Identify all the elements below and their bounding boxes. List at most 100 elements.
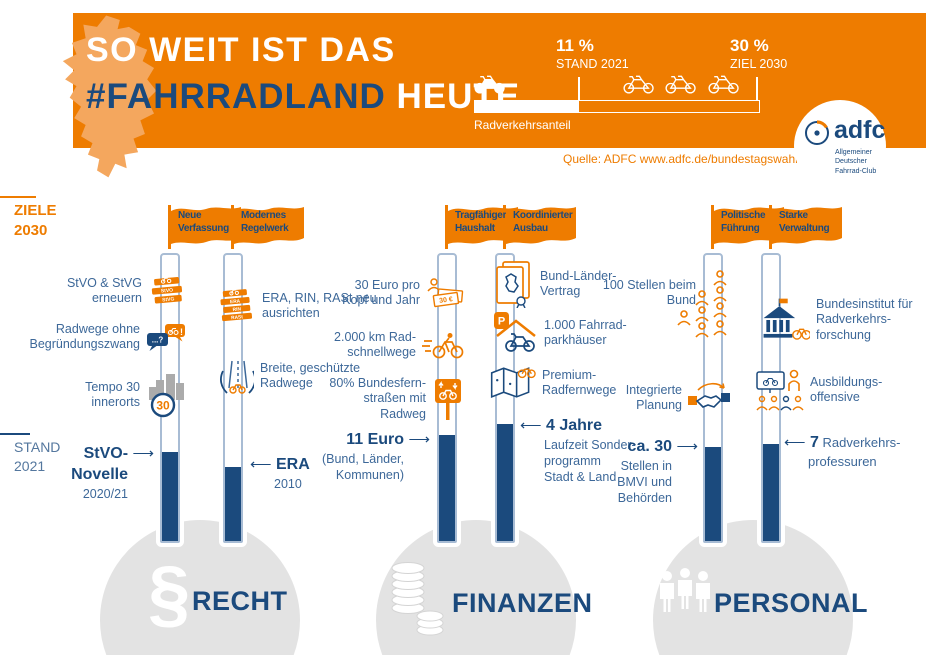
milestone-11-euro: 11 Euro ⟶ (Bund, Länder, Kommunen) xyxy=(321,431,430,483)
progress-bar-fill xyxy=(475,101,580,112)
scale-stand-label: STAND 2021 xyxy=(14,439,61,474)
svg-text:30 €: 30 € xyxy=(439,296,454,305)
milestone-era-2010: ⟵ ERA 2010 xyxy=(250,456,310,491)
header-banner xyxy=(73,13,926,148)
progress-current-value: 11 % xyxy=(556,36,594,55)
svg-text:...?: ...? xyxy=(152,335,164,344)
thermometer-modernes-regelwerk xyxy=(223,253,243,543)
progress-tick-goal xyxy=(756,77,758,100)
goal-stvo-stvg: StVO & StVG erneuern StVO StVG xyxy=(48,276,186,307)
progress-current-label: STAND 2021 xyxy=(556,56,629,71)
flagpole xyxy=(168,205,171,255)
goal-era-rin-rast: ERA RIN RASt ERA, RIN, RASt neu ausricht… xyxy=(216,288,382,324)
page-title-line2: #FAHRRADLAND HEUTE xyxy=(86,77,520,117)
milestone-7-professuren: ⟵ 7 Radverkehrs- professuren xyxy=(784,434,901,469)
training-presentation-icon xyxy=(756,369,804,411)
bike-icon-outline xyxy=(708,75,739,94)
scale-ziele-label: ZIELE 2030 xyxy=(14,202,57,240)
paragraph-icon: § xyxy=(148,551,191,636)
ziele-rule xyxy=(0,196,36,198)
svg-text:StVO: StVO xyxy=(161,288,174,295)
thermometer-fill xyxy=(439,435,455,541)
bike-icon-outline xyxy=(623,75,654,94)
progress-bar xyxy=(474,100,760,113)
bike-road-sign-icon xyxy=(435,378,461,420)
adfc-subtitle: Allgemeiner Deutscher Fahrrad-Club xyxy=(835,149,877,175)
source-line: Quelle: ADFC www.adfc.de/bundestagswahl2… xyxy=(563,152,825,166)
arrow-left-icon: ⟵ xyxy=(520,417,542,434)
title-hashtag: #FAHRRADLAND xyxy=(86,77,386,116)
germany-map-shape xyxy=(62,15,157,178)
goal-geschuetzte-radwege: Breite, geschützte Radwege xyxy=(218,356,370,396)
adfc-brand-text: adfc xyxy=(834,116,886,144)
handshake-icon xyxy=(688,382,730,408)
flag-neue-verfassung: Neue Verfassung xyxy=(171,204,241,248)
flag-modernes-regelwerk: Modernes Regelwerk xyxy=(234,204,304,248)
goal-tempo30: Tempo 30 innerorts 30 xyxy=(52,372,186,418)
svg-text:30: 30 xyxy=(156,399,170,413)
flag-shape xyxy=(171,207,241,244)
contract-document-icon xyxy=(496,261,530,308)
coins-icon xyxy=(391,562,444,636)
milestone-stvo-novelle: StVO- ⟶ Novelle 2020/21 xyxy=(71,445,154,501)
goal-100-stellen: 100 Stellen beim Bund xyxy=(602,278,696,308)
flag-koordinierter-ausbau: Koordinierter Ausbau xyxy=(506,204,576,248)
arrow-right-icon: ⟶ xyxy=(132,445,154,462)
adfc-wheel-icon xyxy=(805,120,829,145)
page-title-line1: SO WEIT IST DAS xyxy=(86,31,396,69)
milestone-4-jahre: ⟵ 4 Jahre Laufzeit Sonder- programm Stad… xyxy=(520,417,636,485)
tempo-30-icon: 30 xyxy=(149,374,184,418)
progress-goal: 30 % ZIEL 2030 xyxy=(730,36,787,72)
svg-text:P: P xyxy=(498,316,505,328)
flag-shape xyxy=(448,207,518,244)
arrow-left-icon: ⟵ xyxy=(784,434,806,451)
bike-icon-outline xyxy=(665,75,696,94)
goal-30-euro: 30 Euro pro Kopf und Jahr 30 € xyxy=(326,277,464,309)
flag-starke-verwaltung: Starke Verwaltung xyxy=(772,204,842,248)
progress-current: 11 % STAND 2021 xyxy=(556,36,629,72)
bike-icon-filled xyxy=(474,75,505,94)
money-notes-icon: 30 € xyxy=(427,278,464,308)
goal-integrierte-planung: Integrierte Planung xyxy=(602,380,730,416)
thermometer-fill xyxy=(225,466,241,541)
goal-radwege: Radwege ohne Begründungszwang ! ...? xyxy=(28,322,186,353)
progress-goal-value: 30 % xyxy=(730,36,769,55)
thermometer-fill xyxy=(705,446,721,541)
svg-text:StVG: StVG xyxy=(162,297,175,304)
stand-rule xyxy=(0,433,30,435)
flag-shape xyxy=(714,207,784,244)
staff-group-icon xyxy=(677,270,727,338)
law-books-icon: StVO StVG xyxy=(151,277,183,304)
flag-tragfaehiger-haushalt: Tragfähiger Haushalt xyxy=(448,204,518,248)
thermometer-fill xyxy=(497,423,513,541)
goal-radschnellwege: 2.000 km Rad-schnellwege xyxy=(330,330,464,361)
svg-text:RIN: RIN xyxy=(232,306,241,313)
speech-bubbles-icon: ! ...? xyxy=(147,323,185,351)
people-icon xyxy=(660,568,710,612)
svg-text:ERA: ERA xyxy=(230,298,241,305)
section-title-personal: PERSONAL xyxy=(714,588,869,618)
svg-text:!: ! xyxy=(180,327,183,337)
goal-bund-laender-vertrag: Bund-Länder-Vertrag xyxy=(492,260,650,308)
bike-parking-icon: P xyxy=(494,312,536,352)
flag-shape xyxy=(506,207,576,244)
section-title-recht: RECHT xyxy=(192,586,288,616)
flag-politische-fuehrung: Politische Führung xyxy=(714,204,784,248)
goal-premium-radfernwege: Premium-Radfernwege xyxy=(488,364,650,402)
flagpole xyxy=(445,205,448,255)
thermometer-fill xyxy=(763,443,779,541)
goal-bundesinstitut: Bundesinstitut für Radverkehrs-forschung xyxy=(758,296,926,344)
law-books-icon: ERA RIN RASt xyxy=(220,289,253,321)
flagpole xyxy=(711,205,714,255)
flag-shape xyxy=(234,207,304,244)
thermometer-fill xyxy=(162,452,178,541)
progress-axis-label: Radverkehrsanteil xyxy=(474,118,571,132)
arrow-right-icon: ⟶ xyxy=(676,438,698,455)
fast-cyclist-icon xyxy=(422,333,464,359)
arrow-left-icon: ⟵ xyxy=(250,456,272,473)
progress-tick-current xyxy=(578,77,580,100)
arrow-right-icon: ⟶ xyxy=(408,431,430,448)
section-title-finanzen: FINANZEN xyxy=(452,588,593,618)
goal-ausbildungsoffensive: Ausbildungs-offensive xyxy=(756,368,922,412)
